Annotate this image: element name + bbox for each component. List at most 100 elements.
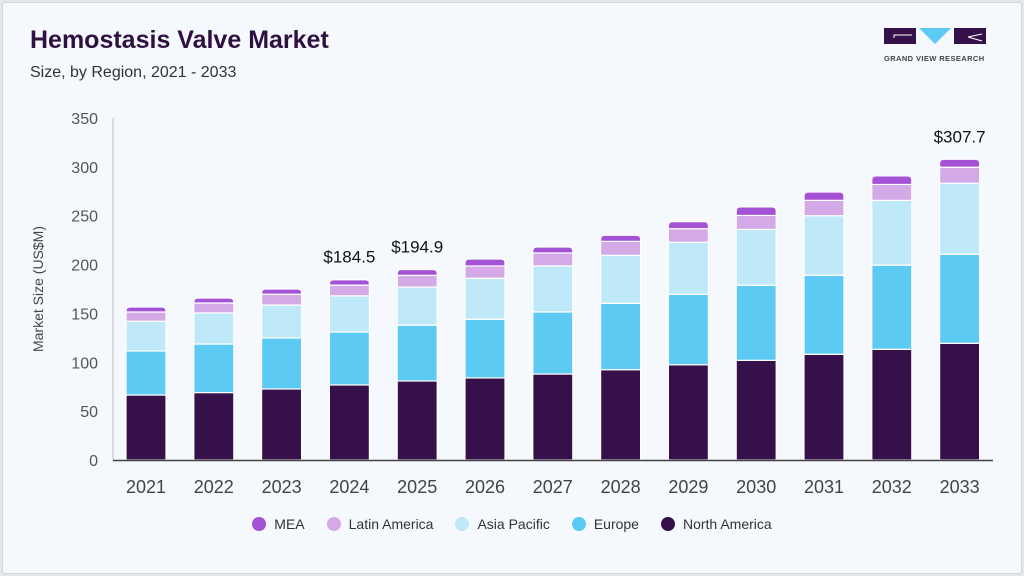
bar-stack-2031 (803, 191, 845, 461)
x-tick-label: 2027 (533, 477, 573, 497)
bar-segment-mea (939, 158, 981, 168)
bar-segment-latin-america (261, 293, 303, 306)
x-tick-label: 2031 (804, 477, 844, 497)
legend-swatch-icon (660, 517, 675, 531)
y-tick-label: 200 (71, 258, 98, 275)
bar-segment-north-america (667, 364, 710, 461)
bar-segment-europe (938, 253, 981, 344)
bar-stack-2033 (938, 158, 981, 461)
legend-item-latin-america[interactable]: Latin America (326, 516, 433, 532)
bar-segment-asia-pacific (803, 215, 845, 276)
bar-segment-europe (328, 331, 370, 386)
bar-segment-latin-america (464, 265, 506, 279)
bar-segment-asia-pacific (871, 199, 913, 266)
bar-segment-europe (871, 264, 913, 350)
total-value-label: $307.7 (934, 127, 986, 146)
legend-item-north-america[interactable]: North America (660, 516, 772, 532)
bar-segment-mea (735, 206, 777, 217)
bar-stack-2032 (871, 175, 913, 461)
bar-segment-mea (600, 234, 642, 242)
x-tick-label: 2030 (736, 477, 776, 497)
bar-segment-europe (735, 284, 777, 361)
legend-item-mea[interactable]: MEA (252, 516, 305, 532)
bar-segment-latin-america (193, 302, 235, 314)
bar-segment-north-america (261, 388, 303, 461)
bar-segment-north-america (803, 353, 845, 461)
bar-stack-2021 (125, 306, 167, 461)
legend-swatch-icon (252, 517, 267, 531)
x-tick-label: 2022 (194, 477, 234, 497)
legend-swatch-icon (455, 517, 470, 531)
x-tick-label: 2023 (262, 477, 302, 497)
bar-segment-north-america (193, 391, 235, 461)
y-tick-label: 0 (89, 453, 98, 470)
bar-segment-mea (261, 288, 303, 295)
bar-segment-latin-america (938, 166, 981, 184)
x-tick-label: 2024 (329, 477, 369, 497)
x-tick-label: 2021 (126, 477, 166, 497)
y-tick-label: 300 (71, 160, 98, 177)
bar-segment-asia-pacific (396, 286, 438, 326)
bar-segment-mea (328, 279, 370, 286)
grand-view-research-logo: GRAND VIEW RESEARCH (884, 28, 986, 63)
bar-segment-latin-america (532, 252, 574, 267)
bar-segment-latin-america (803, 199, 845, 217)
x-tick-label: 2029 (668, 477, 708, 497)
bar-segment-europe (396, 324, 438, 382)
bar-segment-mea (125, 306, 167, 313)
y-tick-label: 50 (80, 404, 98, 421)
bar-segment-latin-america (599, 240, 642, 256)
chart-subtitle: Size, by Region, 2021 - 2033 (30, 64, 237, 81)
bar-segment-europe (599, 302, 642, 371)
bar-segment-europe (667, 293, 710, 366)
bar-segment-europe (125, 350, 167, 396)
y-axis-label: Market Size (US$M) (30, 226, 46, 352)
bar-segment-north-america (871, 348, 913, 461)
x-tick-label: 2033 (940, 477, 980, 497)
bar-segment-mea (871, 175, 913, 186)
bar-segment-north-america (938, 342, 981, 461)
bar-segment-latin-america (667, 228, 710, 243)
bar-segment-asia-pacific (464, 277, 506, 320)
bar-segment-europe (261, 337, 303, 390)
bar-segment-latin-america (125, 311, 167, 322)
bar-segment-asia-pacific (261, 304, 303, 339)
x-tick-label: 2026 (465, 477, 505, 497)
x-tick-label: 2028 (601, 477, 641, 497)
bar-segment-asia-pacific (735, 228, 777, 286)
chart-title: Hemostasis Valve Market (30, 26, 329, 54)
bar-stack-2024 (328, 279, 370, 461)
bar-segment-europe (464, 318, 506, 379)
bar-segment-latin-america (871, 183, 913, 201)
bar-segment-latin-america (396, 274, 438, 288)
bar-stack-2025 (396, 268, 438, 461)
bar-segment-north-america (125, 394, 167, 461)
bar-segment-asia-pacific (532, 265, 574, 313)
bar-stack-2023 (261, 288, 303, 461)
bar-segment-north-america (532, 373, 574, 461)
bar-segment-north-america (396, 380, 438, 461)
bar-segment-europe (193, 343, 235, 394)
bar-stack-2029 (667, 221, 710, 461)
bar-segment-north-america (328, 384, 370, 461)
x-tick-label: 2025 (397, 477, 437, 497)
bar-segment-mea (803, 191, 845, 201)
legend-item-europe[interactable]: Europe (571, 516, 639, 532)
logo-text: GRAND VIEW RESEARCH (884, 54, 985, 63)
y-tick-label: 350 (71, 111, 98, 128)
legend-swatch-icon (326, 517, 341, 531)
legend-item-asia-pacific[interactable]: Asia Pacific (455, 516, 550, 532)
bar-segment-asia-pacific (938, 182, 981, 255)
y-tick-label: 250 (71, 209, 98, 226)
chart-legend: MEA Latin America Asia Pacific Europe North … (0, 516, 1024, 532)
legend-label: North America (682, 516, 772, 532)
bar-segment-asia-pacific (193, 312, 235, 345)
bar-segment-mea (532, 246, 574, 254)
bar-segment-europe (532, 311, 574, 375)
bar-segment-latin-america (735, 214, 777, 230)
bar-stack-2022 (193, 297, 235, 461)
bar-segment-asia-pacific (328, 295, 370, 333)
total-value-label: $184.5 (323, 248, 375, 267)
